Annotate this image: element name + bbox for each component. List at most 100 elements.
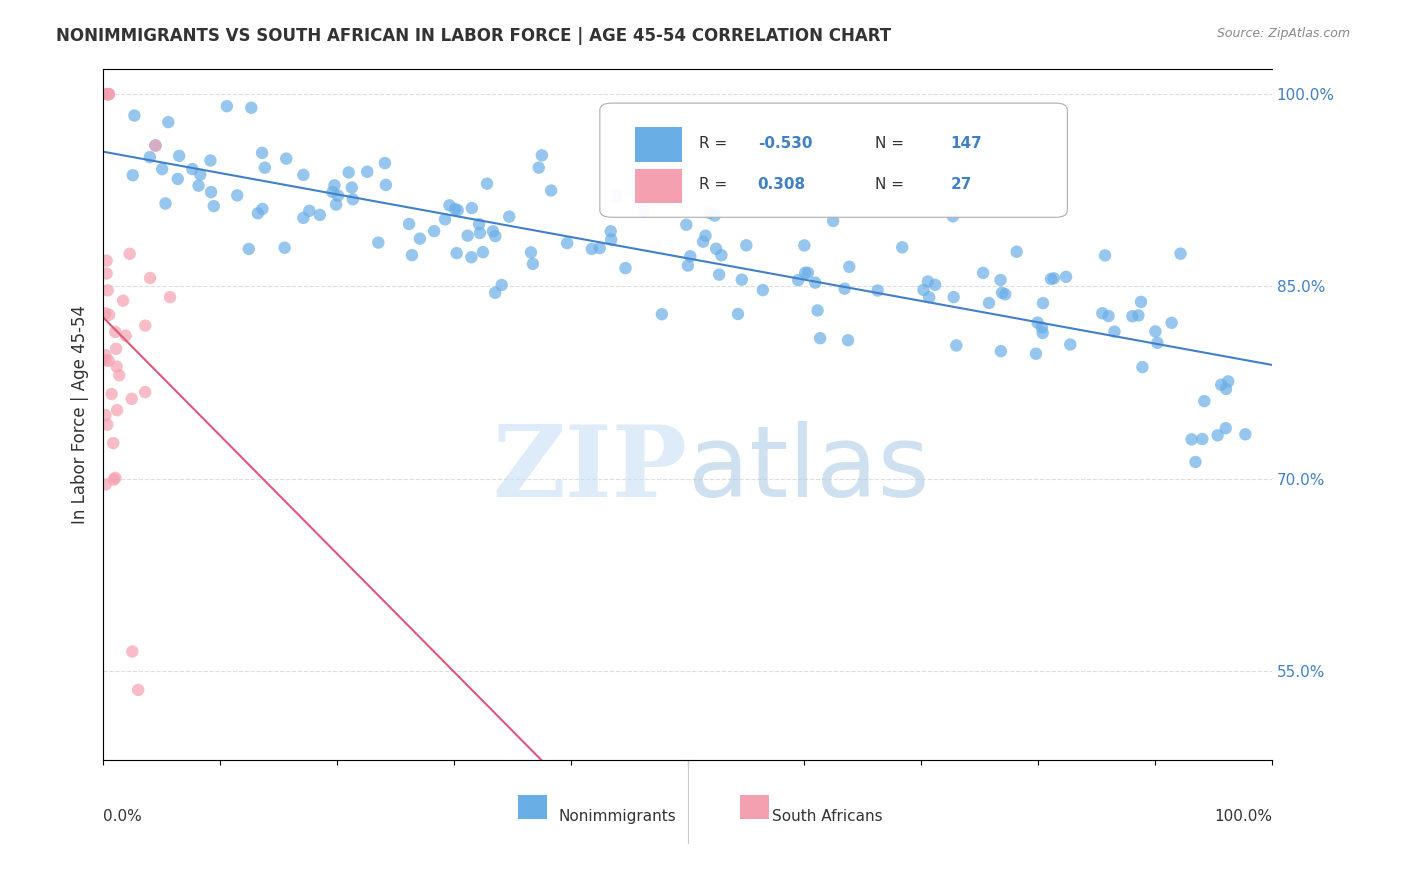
Nonimmigrants	[918, 290, 941, 304]
Nonimmigrants	[1054, 269, 1077, 284]
Nonimmigrants	[1043, 271, 1066, 285]
Nonimmigrants	[471, 245, 494, 260]
Nonimmigrants	[600, 233, 623, 247]
Nonimmigrants	[498, 210, 520, 224]
Nonimmigrants	[1130, 294, 1153, 309]
Nonimmigrants	[793, 238, 815, 252]
South Africans	[94, 348, 117, 362]
Nonimmigrants	[540, 184, 562, 198]
Nonimmigrants	[522, 257, 544, 271]
Nonimmigrants	[468, 226, 491, 240]
South Africans	[105, 342, 128, 356]
Nonimmigrants	[917, 275, 939, 289]
Nonimmigrants	[1160, 316, 1182, 330]
Nonimmigrants	[322, 185, 344, 199]
Nonimmigrants	[447, 203, 470, 218]
Nonimmigrants	[188, 168, 211, 182]
Nonimmigrants	[1059, 337, 1081, 351]
Nonimmigrants	[1097, 309, 1119, 323]
Nonimmigrants	[1025, 347, 1047, 361]
Text: N =: N =	[875, 178, 904, 193]
Nonimmigrants	[838, 260, 860, 274]
Nonimmigrants	[555, 236, 578, 251]
South Africans	[104, 325, 127, 339]
Nonimmigrants	[787, 273, 810, 287]
South Africans	[94, 353, 117, 368]
South Africans	[104, 471, 127, 485]
Nonimmigrants	[808, 331, 831, 345]
Nonimmigrants	[1215, 382, 1237, 396]
Nonimmigrants	[1121, 310, 1143, 324]
Nonimmigrants	[994, 287, 1017, 301]
Nonimmigrants	[326, 188, 349, 202]
South Africans	[100, 387, 122, 401]
Nonimmigrants	[651, 307, 673, 321]
Nonimmigrants	[200, 153, 222, 168]
South Africans	[97, 284, 120, 298]
Nonimmigrants	[1026, 316, 1049, 330]
Nonimmigrants	[806, 303, 828, 318]
FancyBboxPatch shape	[600, 103, 1067, 218]
Nonimmigrants	[1211, 377, 1233, 392]
Nonimmigrants	[181, 162, 204, 177]
Nonimmigrants	[703, 209, 725, 223]
Text: 0.0%: 0.0%	[103, 809, 142, 824]
Nonimmigrants	[1191, 432, 1213, 446]
South Africans	[98, 308, 121, 322]
Text: -0.530: -0.530	[758, 136, 813, 151]
Nonimmigrants	[1170, 246, 1192, 260]
Nonimmigrants	[323, 178, 346, 193]
Nonimmigrants	[1091, 306, 1114, 320]
Nonimmigrants	[1184, 455, 1206, 469]
Nonimmigrants	[401, 248, 423, 262]
Text: R =: R =	[699, 136, 733, 151]
Nonimmigrants	[468, 217, 491, 231]
Nonimmigrants	[614, 261, 637, 276]
Nonimmigrants	[589, 241, 612, 255]
Nonimmigrants	[439, 198, 461, 212]
Nonimmigrants	[202, 199, 225, 213]
Nonimmigrants	[1234, 427, 1257, 442]
Nonimmigrants	[1206, 428, 1229, 442]
South Africans	[103, 473, 125, 487]
South Africans	[127, 682, 149, 697]
South Africans	[114, 328, 136, 343]
Nonimmigrants	[155, 196, 177, 211]
Nonimmigrants	[695, 228, 717, 243]
Nonimmigrants	[605, 188, 627, 202]
South Africans	[97, 87, 120, 102]
South Africans	[108, 368, 131, 383]
Nonimmigrants	[676, 259, 699, 273]
Nonimmigrants	[1181, 433, 1204, 447]
Nonimmigrants	[752, 283, 775, 297]
Nonimmigrants	[1005, 244, 1028, 259]
Nonimmigrants	[797, 266, 820, 280]
Nonimmigrants	[866, 284, 889, 298]
Y-axis label: In Labor Force | Age 45-54: In Labor Force | Age 45-54	[72, 305, 89, 524]
Nonimmigrants	[924, 277, 946, 292]
Bar	[636, 169, 682, 203]
South Africans	[94, 477, 117, 491]
Bar	[740, 795, 769, 819]
Nonimmigrants	[124, 109, 146, 123]
Nonimmigrants	[1040, 272, 1063, 286]
Nonimmigrants	[1032, 296, 1054, 310]
Text: 100.0%: 100.0%	[1213, 809, 1272, 824]
Nonimmigrants	[273, 241, 295, 255]
Nonimmigrants	[157, 115, 180, 129]
South Africans	[96, 417, 118, 432]
Text: ZIP: ZIP	[492, 421, 688, 518]
Nonimmigrants	[692, 235, 714, 249]
South Africans	[134, 318, 156, 333]
South Africans	[121, 644, 143, 658]
South Africans	[97, 87, 120, 102]
South Africans	[94, 409, 117, 423]
Text: R =: R =	[699, 178, 733, 193]
Nonimmigrants	[1218, 375, 1240, 389]
Nonimmigrants	[253, 161, 276, 175]
Nonimmigrants	[491, 277, 513, 292]
Nonimmigrants	[374, 156, 396, 170]
South Africans	[96, 267, 118, 281]
Nonimmigrants	[292, 211, 315, 225]
Nonimmigrants	[912, 283, 935, 297]
